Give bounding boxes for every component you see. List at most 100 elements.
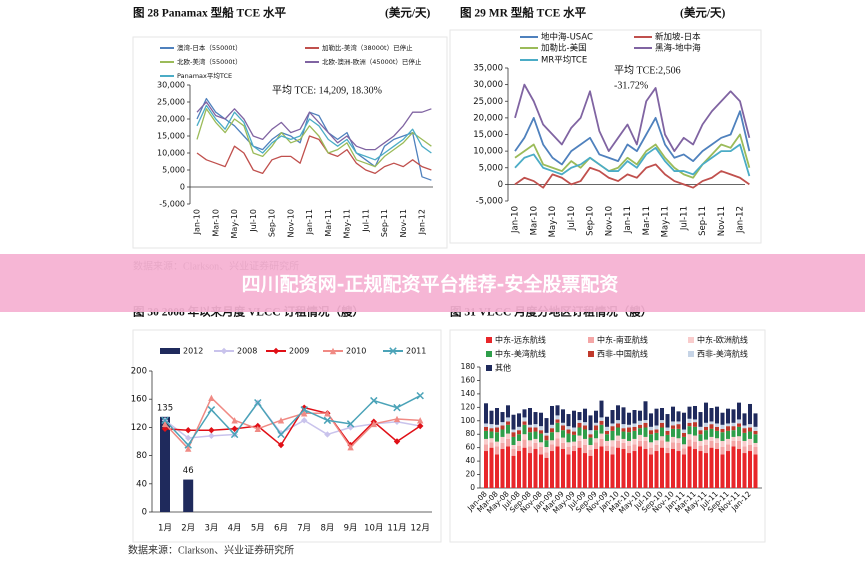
marker xyxy=(231,425,238,433)
bar xyxy=(517,451,521,488)
bar xyxy=(484,438,488,445)
bar xyxy=(484,403,488,424)
bar xyxy=(687,406,692,419)
y-tick-label: 200 xyxy=(131,367,147,377)
legend-label: Panamax平均TCE xyxy=(177,71,232,80)
legend-label: 西非-中国航线 xyxy=(597,349,648,359)
x-tick-label: Sep-10 xyxy=(268,209,277,237)
bar xyxy=(511,414,516,430)
bar xyxy=(687,418,692,423)
bar xyxy=(748,403,752,425)
bar xyxy=(687,434,692,440)
bar xyxy=(544,452,549,458)
bar xyxy=(654,432,659,441)
marker xyxy=(301,404,308,411)
bar xyxy=(665,453,670,488)
legend-label: 黑海-地中海 xyxy=(655,43,701,54)
bar xyxy=(693,435,697,442)
bar xyxy=(638,428,642,435)
series-line xyxy=(196,97,432,181)
legend-label: 2012 xyxy=(183,347,203,356)
bar xyxy=(698,412,703,427)
bar xyxy=(731,422,736,427)
bar xyxy=(610,446,615,455)
bar xyxy=(539,454,543,488)
series-line xyxy=(164,397,421,450)
bar xyxy=(500,412,505,423)
bar xyxy=(533,424,538,428)
bar xyxy=(517,413,521,427)
bar xyxy=(605,434,609,441)
bar xyxy=(748,451,752,488)
bar xyxy=(649,413,653,427)
bar xyxy=(588,444,593,450)
figure-title: 图 28 Panamax 型船 TCE 水平 xyxy=(133,6,287,20)
bar xyxy=(715,438,719,443)
bar xyxy=(522,424,527,435)
y-tick-label: 160 xyxy=(461,375,476,384)
bar xyxy=(638,434,642,441)
bar xyxy=(495,454,499,488)
bar xyxy=(561,442,565,450)
bar xyxy=(550,424,554,429)
legend-label: 新加坡-日本 xyxy=(655,32,701,43)
bar xyxy=(528,446,532,454)
bar xyxy=(500,429,505,437)
legend-label: 2011 xyxy=(406,347,426,356)
x-tick-label: Sep-10 xyxy=(586,206,596,236)
bar xyxy=(643,440,648,450)
marker xyxy=(254,425,261,433)
bar xyxy=(528,408,532,425)
bar xyxy=(649,447,653,455)
bar xyxy=(737,419,741,424)
bar xyxy=(726,451,730,488)
bar xyxy=(594,410,598,423)
bar xyxy=(687,439,692,447)
bar xyxy=(566,429,571,434)
banner-text: 四川配资网-正规配资平台推荐-安全股票配资 xyxy=(242,273,619,296)
bar xyxy=(676,411,681,422)
bar xyxy=(737,423,741,427)
x-tick-label: Sep-11 xyxy=(698,206,708,236)
bar xyxy=(506,421,510,425)
bar xyxy=(577,427,582,436)
marker xyxy=(416,391,424,400)
bar xyxy=(550,451,554,488)
bar xyxy=(561,430,565,438)
bar xyxy=(731,440,736,447)
bar xyxy=(638,420,642,425)
bar xyxy=(599,420,604,425)
bar xyxy=(561,422,565,426)
bar xyxy=(528,432,532,441)
bar xyxy=(676,428,681,439)
x-tick-label: Jan-12 xyxy=(736,206,746,234)
bar xyxy=(632,451,637,488)
marker xyxy=(185,445,192,452)
bar xyxy=(687,426,692,435)
bar xyxy=(643,422,648,428)
bar xyxy=(638,424,642,429)
bar xyxy=(720,424,725,429)
y-tick-label: 10,000 xyxy=(157,149,185,158)
marker xyxy=(393,415,401,423)
bar xyxy=(671,421,675,426)
bar xyxy=(748,438,752,445)
bar xyxy=(698,434,703,441)
y-tick-label: 40 xyxy=(136,479,147,489)
bar xyxy=(594,449,598,488)
bar xyxy=(517,434,521,441)
bar xyxy=(621,424,626,429)
bar xyxy=(709,436,714,441)
bar xyxy=(665,414,670,428)
bar xyxy=(594,425,598,431)
legend-swatch xyxy=(688,337,694,343)
bar xyxy=(517,440,521,446)
bar xyxy=(616,440,620,448)
bar xyxy=(572,451,576,488)
legend-label: 中东-南亚航线 xyxy=(597,335,648,345)
bar xyxy=(495,432,499,442)
x-tick-label: 11月 xyxy=(387,524,406,534)
y-tick-label: 0 xyxy=(470,483,475,492)
marker xyxy=(207,406,216,414)
